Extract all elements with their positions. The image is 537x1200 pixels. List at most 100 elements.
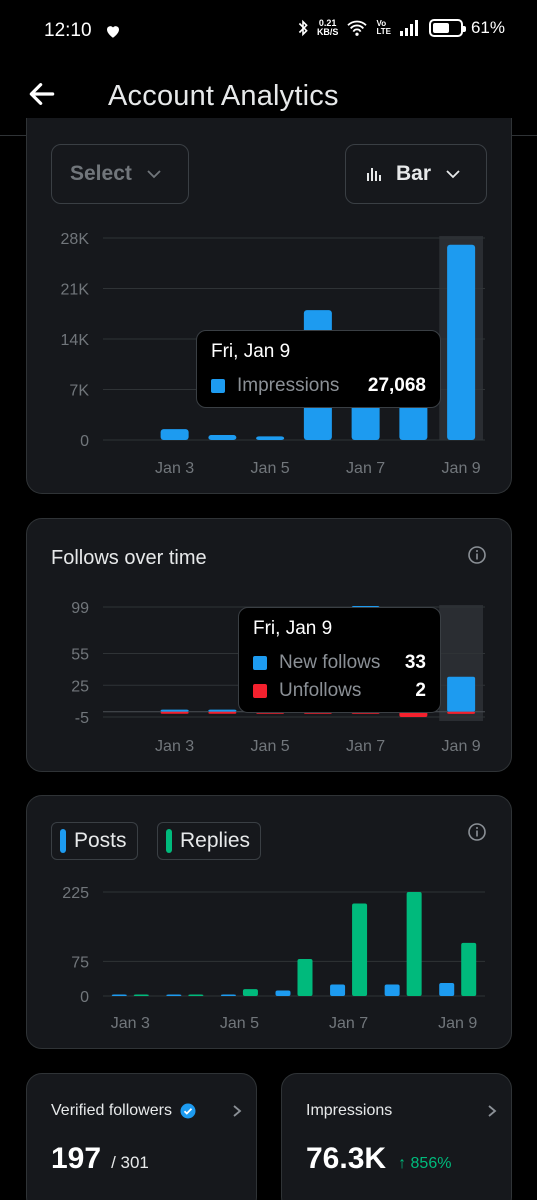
tooltip-date: Fri, Jan 9 [253,618,333,639]
tooltip-date: Fri, Jan 9 [211,341,291,362]
follows-chart-card: Follows over time 99 55 25 -5 Jan 3 Jan 5 Jan … [26,518,512,772]
y-tick-label: 99 [71,600,89,617]
x-tick-label: Jan 9 [442,738,481,755]
y-tick-label: 21K [61,282,90,299]
bar-posts [330,984,346,996]
bar-posts [111,994,127,996]
info-icon[interactable] [467,545,487,565]
back-arrow-icon[interactable] [26,78,58,110]
y-tick-label: 0 [80,433,89,450]
x-tick-label: Jan 7 [346,460,385,477]
bar-unfollows [447,711,476,714]
tooltip-value: 27,068 [367,375,426,396]
posts-replies-chart-card: Posts Replies 225 75 0 Jan 3 Jan 5 Jan 7 Jan 9 [26,795,512,1049]
posts-swatch [60,829,66,853]
bar-unfollows [399,711,428,717]
bar-new-follows [160,709,189,712]
replies-chip[interactable]: Replies [157,822,262,860]
bar-replies [242,989,258,996]
impressions-change-value: 856% [410,1155,452,1172]
x-tick-label: Jan 7 [329,1015,368,1032]
verified-followers-value-row: 197 / 301 [51,1142,149,1176]
bar-jan-4 [208,434,237,440]
bluetooth-icon [298,19,308,37]
x-tick-label: Jan 9 [438,1015,477,1032]
bar-replies [352,903,368,996]
tooltip-value: 2 [415,680,426,701]
bar-unfollows [208,711,237,714]
x-tick-label: Jan 5 [220,1015,259,1032]
x-tick-label: Jan 9 [442,460,481,477]
bar-jan-3 [160,429,189,440]
x-tick-label: Jan 3 [155,738,194,755]
network-speed: 0.21 KB/S [316,18,339,37]
posts-chip[interactable]: Posts [51,822,138,860]
chart-type-label: Bar [396,162,432,185]
tooltip-swatch [253,656,267,670]
y-tick-label: 14K [61,332,90,349]
tooltip-series: Impressions [237,375,340,396]
follows-title: Follows over time [51,547,207,569]
heart-icon [107,26,119,38]
verified-followers-label: Verified followers [51,1102,172,1119]
tooltip-series: New follows [279,652,381,673]
follows-tooltip: Fri, Jan 9 New follows 33 Unfollows 2 [238,607,441,713]
chevron-right-icon [488,1105,497,1117]
y-tick-label: 55 [71,647,89,664]
bar-posts [220,994,236,996]
signal-icon [399,20,418,36]
select-dropdown-label: Select [70,162,132,185]
info-icon[interactable] [467,822,487,842]
y-tick-label: 7K [69,383,89,400]
impressions-stat-value-row: 76.3K ↑ 856% [306,1142,451,1176]
y-tick-label: -5 [75,710,89,727]
impressions-change: ↑ 856% [398,1155,451,1172]
bar-posts [166,994,182,996]
chevron-right-icon [233,1105,242,1117]
x-tick-label: Jan 5 [251,738,290,755]
status-bar: 12:10 0.21 KB/S Vo LTE 61% [0,0,537,62]
battery-percent: 61% [470,18,505,37]
impressions-stat-card[interactable]: Impressions 76.3K ↑ 856% [281,1073,512,1200]
bar-jan-9 [447,244,476,440]
y-tick-label: 225 [62,885,89,902]
impressions-tooltip: Fri, Jan 9 Impressions 27,068 [196,330,441,408]
posts-replies-bar-chart: 225 75 0 Jan 3 Jan 5 Jan 7 Jan 9 [62,885,485,1032]
impressions-chart-card: Select Bar 28K 21K 14K 7K 0 Jan 3 Jan 5 Jan 7 Ja… [26,118,512,494]
impressions-stat-value: 76.3K [306,1142,387,1175]
select-dropdown[interactable]: Select [51,144,189,204]
bar-posts [384,984,400,996]
bar-replies [133,994,149,996]
bar-posts [439,983,455,996]
chevron-down-icon [446,170,460,179]
posts-chip-label: Posts [74,829,127,852]
battery-icon [428,19,466,37]
y-tick-label: 75 [71,954,89,971]
page-title: Account Analytics [108,80,339,112]
bar-unfollows [160,711,189,714]
verified-followers-card[interactable]: Verified followers 197 / 301 [26,1073,257,1200]
impressions-bar-chart: 28K 21K 14K 7K 0 Jan 3 Jan 5 Jan 7 Jan 9 [61,231,485,477]
bar-new-follows [447,676,476,712]
tooltip-value: 33 [404,652,426,673]
tooltip-swatch [211,379,225,393]
volte-indicator: Vo LTE [376,19,391,36]
impressions-stat-label: Impressions [306,1102,393,1119]
chart-type-dropdown[interactable]: Bar [345,144,487,204]
chevron-down-icon [147,170,161,179]
bar-new-follows [208,709,237,712]
replies-chip-label: Replies [180,829,251,852]
tooltip-series: Unfollows [279,680,362,701]
bar-jan-5 [256,436,285,440]
verified-followers-value: 197 [51,1142,102,1175]
up-arrow-icon: ↑ [398,1155,407,1172]
bar-replies [297,959,313,996]
wifi-icon [347,20,368,36]
bar-chart-icon [367,168,381,181]
verified-badge-icon [180,1103,196,1119]
status-icons: 0.21 KB/S Vo LTE 61% [297,18,505,38]
y-tick-label: 25 [71,678,89,695]
y-tick-label: 28K [61,231,90,248]
x-tick-label: Jan 3 [111,1015,150,1032]
verified-followers-label-row: Verified followers [51,1102,196,1120]
